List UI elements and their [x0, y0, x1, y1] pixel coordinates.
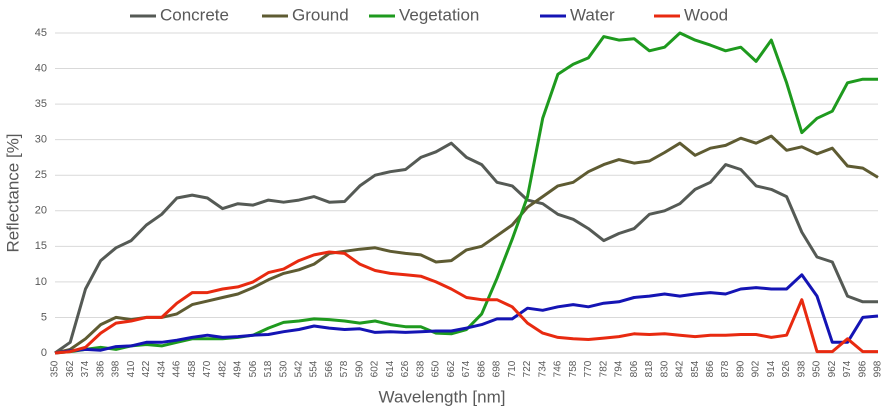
x-tick-label: 806 — [629, 360, 640, 377]
x-axis-title: Wavelength [nm] — [379, 387, 506, 406]
series-line — [54, 273, 879, 355]
x-tick-label: 758 — [568, 360, 579, 377]
x-tick-label: 446 — [172, 360, 183, 377]
x-tick-label: 422 — [141, 360, 152, 377]
x-tick-label: 542 — [293, 360, 304, 377]
x-tick-label: 926 — [781, 360, 792, 377]
x-tick-label: 950 — [812, 360, 823, 377]
x-tick-label: 506 — [248, 360, 259, 377]
x-tick-label: 902 — [751, 360, 762, 377]
y-tick-label: 45 — [35, 27, 47, 39]
legend-label: Wood — [684, 5, 728, 24]
x-tick-label: 962 — [827, 360, 838, 377]
y-tick-label: 5 — [41, 311, 47, 323]
y-tick-label: 40 — [35, 62, 47, 74]
x-tick-label: 686 — [476, 360, 487, 377]
x-tick-label: 554 — [309, 360, 320, 377]
x-tick-label: 566 — [324, 360, 335, 377]
y-tick-label: 10 — [35, 276, 47, 288]
legend-label: Ground — [292, 5, 349, 24]
x-tick-label: 614 — [385, 360, 396, 377]
x-tick-label: 890 — [735, 360, 746, 377]
x-tick-label: 770 — [583, 360, 594, 377]
x-tick-label: 830 — [659, 360, 670, 377]
x-tick-label: 590 — [354, 360, 365, 377]
x-tick-label: 794 — [614, 360, 625, 377]
series-line — [54, 134, 879, 355]
y-tick-label: 35 — [35, 98, 47, 110]
x-tick-label: 722 — [522, 360, 533, 377]
x-tick-label: 398 — [111, 360, 122, 377]
x-tick-label: 986 — [857, 360, 868, 377]
x-tick-label: 410 — [126, 360, 137, 377]
x-tick-label: 578 — [339, 360, 350, 377]
x-tick-label: 938 — [796, 360, 807, 377]
y-tick-label: 20 — [35, 205, 47, 217]
x-tick-label: 854 — [690, 360, 701, 377]
x-tick-label: 602 — [370, 360, 381, 377]
x-tick-label: 866 — [705, 360, 716, 377]
x-tick-label: 434 — [156, 360, 167, 377]
x-tick-label: 518 — [263, 360, 274, 377]
x-tick-label: 974 — [842, 360, 853, 377]
x-tick-label: 662 — [446, 360, 457, 377]
x-tick-label: 530 — [278, 360, 289, 377]
legend-label: Vegetation — [399, 5, 479, 24]
x-tick-label: 698 — [492, 360, 503, 377]
x-tick-label: 350 — [50, 360, 61, 377]
x-tick-label: 386 — [95, 360, 106, 377]
x-tick-label: 998 — [873, 360, 884, 377]
x-tick-label: 734 — [537, 360, 548, 377]
series-line — [54, 31, 878, 355]
x-tick-label: 638 — [415, 360, 426, 377]
x-tick-label: 842 — [675, 360, 686, 377]
x-tick-label: 470 — [202, 360, 213, 377]
x-tick-label: 374 — [80, 360, 91, 377]
x-tick-label: 878 — [720, 360, 731, 377]
y-tick-label: 25 — [35, 169, 47, 181]
x-tick-label: 746 — [553, 360, 564, 377]
x-tick-label: 710 — [507, 360, 518, 377]
x-tick-label: 782 — [598, 360, 609, 377]
series-line — [54, 141, 878, 355]
x-tick-label: 458 — [187, 360, 198, 377]
x-tick-label: 494 — [233, 360, 244, 377]
y-tick-label: 0 — [41, 347, 47, 359]
x-tick-label: 362 — [65, 360, 76, 377]
y-axis-title: Reflectance [%] — [3, 133, 22, 252]
y-tick-label: 15 — [35, 240, 47, 252]
x-tick-label: 914 — [766, 360, 777, 377]
y-tick-label: 30 — [35, 134, 47, 146]
series-line — [54, 250, 878, 355]
legend-label: Water — [570, 5, 615, 24]
x-tick-label: 626 — [400, 360, 411, 377]
x-tick-label: 674 — [461, 360, 472, 377]
x-tick-label: 818 — [644, 360, 655, 377]
legend-label: Concrete — [160, 5, 229, 24]
x-tick-label: 482 — [217, 360, 228, 377]
x-tick-label: 650 — [431, 360, 442, 377]
